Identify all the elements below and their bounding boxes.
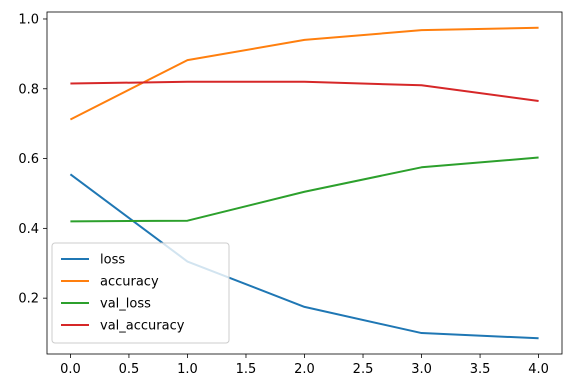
x-tick-label: 3.0: [411, 362, 432, 377]
x-tick-label: 0.0: [60, 362, 81, 377]
series-line-loss: [69, 173, 539, 340]
x-tick-label: 2.0: [294, 362, 315, 377]
x-tick-label: 2.5: [353, 362, 374, 377]
x-tick-label: 0.5: [119, 362, 140, 377]
y-tick-label: 1.0: [18, 12, 39, 27]
y-tick-label: 0.4: [18, 222, 39, 237]
axes: 0.0 0.5 1.0 1.5 2.0 2.5 3.0 3.5 4.0 0.2 0.4 0.6 0.8 1…: [18, 11, 563, 377]
series-line-val-accuracy: [70, 80, 539, 102]
legend-label-val-loss: val_loss: [100, 297, 151, 312]
y-tick-label: 0.6: [18, 152, 39, 167]
x-tick-label: 4.0: [528, 362, 549, 377]
series-line-val-loss: [70, 156, 539, 223]
legend-box: [51, 242, 230, 344]
y-tick-label: 0.2: [18, 292, 39, 307]
legend: loss accuracy val_loss val_accuracy: [51, 242, 230, 344]
x-tick-label: 3.5: [470, 362, 491, 377]
x-tick-label: 1.0: [177, 362, 198, 377]
series-lines: [69, 26, 539, 340]
legend-label-accuracy: accuracy: [100, 275, 159, 290]
x-tick-label: 1.5: [236, 362, 257, 377]
y-tick-label: 0.8: [18, 82, 39, 97]
series-line-accuracy: [69, 26, 539, 121]
legend-label-loss: loss: [100, 253, 125, 268]
legend-label-val-accuracy: val_accuracy: [100, 319, 185, 334]
